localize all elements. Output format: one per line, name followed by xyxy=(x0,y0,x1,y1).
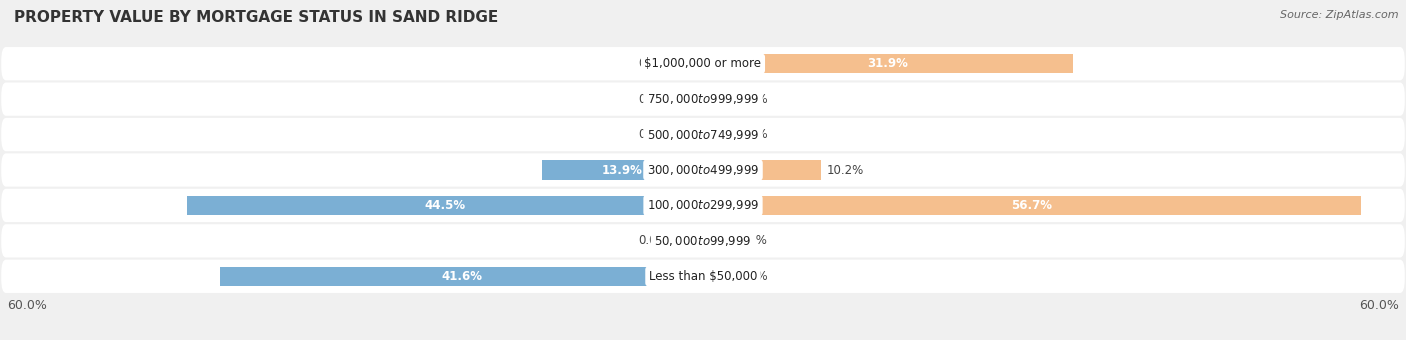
Bar xyxy=(703,160,821,180)
Text: 0.0%: 0.0% xyxy=(638,92,668,106)
Text: $1,000,000 or more: $1,000,000 or more xyxy=(644,57,762,70)
Bar xyxy=(221,267,703,286)
Bar xyxy=(673,231,703,251)
Text: 0.0%: 0.0% xyxy=(738,92,768,106)
Bar xyxy=(703,125,733,144)
Bar xyxy=(673,89,703,109)
Text: 31.9%: 31.9% xyxy=(868,57,908,70)
Text: $100,000 to $299,999: $100,000 to $299,999 xyxy=(647,199,759,212)
Legend: Without Mortgage, With Mortgage: Without Mortgage, With Mortgage xyxy=(574,338,832,340)
Text: 41.6%: 41.6% xyxy=(441,270,482,283)
Text: $500,000 to $749,999: $500,000 to $749,999 xyxy=(647,128,759,141)
Text: 13.9%: 13.9% xyxy=(602,164,643,176)
Bar xyxy=(673,54,703,73)
Text: PROPERTY VALUE BY MORTGAGE STATUS IN SAND RIDGE: PROPERTY VALUE BY MORTGAGE STATUS IN SAN… xyxy=(14,10,498,25)
Text: $750,000 to $999,999: $750,000 to $999,999 xyxy=(647,92,759,106)
Text: 10.2%: 10.2% xyxy=(827,164,865,176)
Text: Less than $50,000: Less than $50,000 xyxy=(648,270,758,283)
Text: 0.0%: 0.0% xyxy=(738,270,768,283)
Text: $50,000 to $99,999: $50,000 to $99,999 xyxy=(654,234,752,248)
FancyBboxPatch shape xyxy=(1,189,1405,222)
Bar xyxy=(703,54,1073,73)
Bar xyxy=(703,89,733,109)
Bar xyxy=(703,231,733,251)
FancyBboxPatch shape xyxy=(1,47,1405,80)
Text: 0.0%: 0.0% xyxy=(638,57,668,70)
FancyBboxPatch shape xyxy=(1,153,1405,187)
Text: 0.0%: 0.0% xyxy=(638,234,668,248)
Text: Source: ZipAtlas.com: Source: ZipAtlas.com xyxy=(1281,10,1399,20)
Text: 60.0%: 60.0% xyxy=(1360,299,1399,312)
Bar xyxy=(703,267,733,286)
FancyBboxPatch shape xyxy=(1,118,1405,151)
FancyBboxPatch shape xyxy=(1,83,1405,116)
Bar xyxy=(541,160,703,180)
Text: 56.7%: 56.7% xyxy=(1011,199,1052,212)
Text: 0.0%: 0.0% xyxy=(738,128,768,141)
Text: 1.2%: 1.2% xyxy=(738,234,768,248)
Text: 0.0%: 0.0% xyxy=(638,128,668,141)
Bar xyxy=(703,196,1361,215)
Text: 44.5%: 44.5% xyxy=(425,199,465,212)
FancyBboxPatch shape xyxy=(1,224,1405,257)
Text: $300,000 to $499,999: $300,000 to $499,999 xyxy=(647,163,759,177)
Bar xyxy=(187,196,703,215)
Bar xyxy=(673,125,703,144)
FancyBboxPatch shape xyxy=(1,260,1405,293)
Text: 60.0%: 60.0% xyxy=(7,299,46,312)
